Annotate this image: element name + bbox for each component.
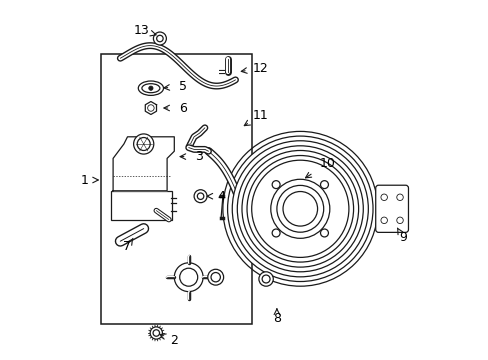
Text: 3: 3 <box>195 150 203 163</box>
Circle shape <box>380 217 386 224</box>
Text: 8: 8 <box>272 312 280 325</box>
Circle shape <box>153 32 166 45</box>
Text: 6: 6 <box>179 102 187 114</box>
Text: 11: 11 <box>252 109 268 122</box>
Circle shape <box>396 194 403 201</box>
Circle shape <box>320 181 328 189</box>
Circle shape <box>174 263 203 292</box>
Circle shape <box>147 105 154 111</box>
Text: 13: 13 <box>134 24 149 37</box>
Text: 5: 5 <box>179 80 187 93</box>
Circle shape <box>150 327 162 339</box>
Text: 9: 9 <box>398 231 406 244</box>
Circle shape <box>148 86 153 90</box>
Circle shape <box>232 141 367 277</box>
Circle shape <box>156 35 163 42</box>
Text: 2: 2 <box>170 334 178 347</box>
Ellipse shape <box>138 81 163 95</box>
Circle shape <box>194 190 206 203</box>
Circle shape <box>211 273 220 282</box>
Text: 1: 1 <box>80 174 88 186</box>
Circle shape <box>258 272 273 286</box>
Circle shape <box>276 185 323 232</box>
Text: 12: 12 <box>252 62 268 75</box>
Text: 7: 7 <box>123 240 131 253</box>
Polygon shape <box>113 137 174 191</box>
Circle shape <box>133 134 153 154</box>
Circle shape <box>272 181 280 189</box>
Circle shape <box>272 229 280 237</box>
Text: 4: 4 <box>217 190 224 203</box>
Circle shape <box>227 136 372 282</box>
Circle shape <box>242 150 358 267</box>
Circle shape <box>320 229 328 237</box>
Text: 10: 10 <box>319 157 335 170</box>
Circle shape <box>197 193 203 199</box>
Circle shape <box>246 156 353 262</box>
Circle shape <box>270 179 329 238</box>
Circle shape <box>137 138 150 150</box>
Polygon shape <box>145 102 156 114</box>
Circle shape <box>179 268 197 286</box>
Circle shape <box>396 217 403 224</box>
Bar <box>101 54 251 324</box>
FancyBboxPatch shape <box>375 185 407 233</box>
Ellipse shape <box>142 84 160 93</box>
Circle shape <box>237 146 363 272</box>
Circle shape <box>262 275 269 283</box>
Circle shape <box>283 192 317 226</box>
Circle shape <box>251 160 348 257</box>
Circle shape <box>207 269 223 285</box>
Bar <box>111 191 172 220</box>
Circle shape <box>153 330 159 336</box>
Circle shape <box>380 194 386 201</box>
